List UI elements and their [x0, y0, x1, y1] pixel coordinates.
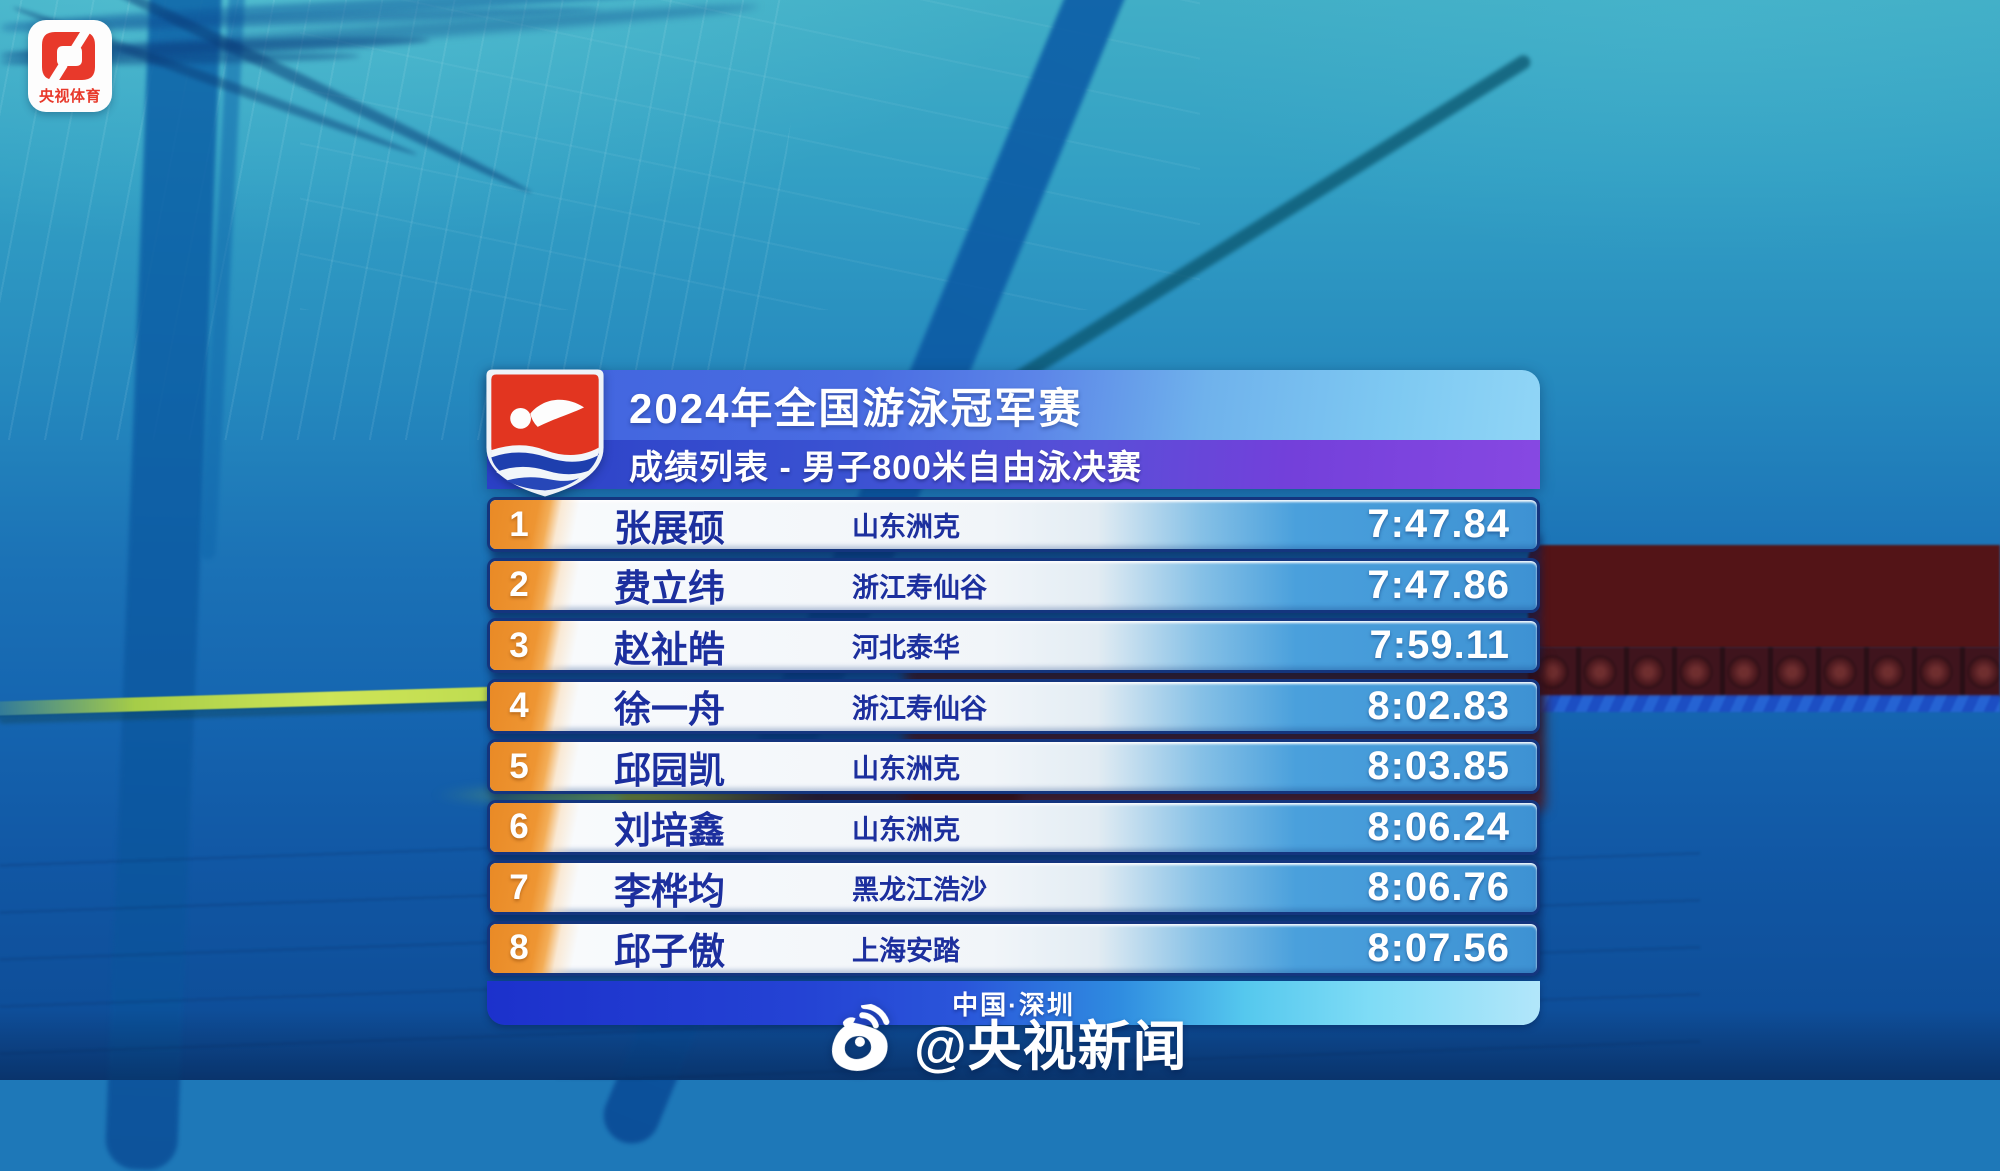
cctv-sports-logo-icon	[42, 28, 95, 84]
rank-number: 4	[509, 686, 529, 725]
athlete-name: 徐一舟	[614, 689, 725, 730]
rank-number: 2	[509, 565, 529, 604]
rank-number: 8	[509, 928, 529, 967]
rank-number: 5	[509, 746, 529, 786]
rank-number: 1	[509, 504, 529, 544]
rank-badge	[490, 802, 610, 852]
result-time: 8:06.76	[1367, 865, 1510, 909]
team-name: 山东洲克	[852, 512, 960, 542]
cctv-sports-logo-text: 央视体育	[38, 88, 101, 105]
result-row: 7 李桦均 黑龙江浩沙 8:06.76	[487, 860, 1540, 915]
rank-number: 3	[509, 625, 529, 665]
rank-badge	[490, 681, 610, 731]
result-time: 7:47.86	[1367, 562, 1510, 607]
athlete-name: 费立纬	[614, 568, 725, 609]
rank-badge	[490, 621, 610, 670]
athlete-name: 邱园凯	[614, 749, 725, 791]
rank-badge	[490, 560, 610, 610]
athlete-name: 赵祉皓	[614, 628, 725, 670]
subtitle-band: 成绩列表 - 男子800米自由泳决赛	[487, 440, 1540, 489]
title-band: 2024年全国游泳冠军赛	[487, 370, 1540, 440]
blue-lane-rope	[1528, 695, 2000, 712]
athlete-name: 刘培鑫	[614, 810, 725, 851]
team-name: 黑龙江浩沙	[852, 875, 987, 905]
result-time: 8:03.85	[1367, 744, 1510, 788]
result-time: 7:47.84	[1367, 502, 1510, 546]
athlete-name: 李桦均	[614, 870, 725, 912]
weibo-watermark: @央视新闻	[826, 1002, 1188, 1081]
result-row: 8 邱子傲 上海安踏 8:07.56	[487, 920, 1540, 976]
rank-badge	[490, 923, 610, 973]
rank-number: 6	[509, 807, 529, 846]
result-time: 8:07.56	[1367, 925, 1510, 970]
scoreboard-footer: 中国·深圳	[487, 981, 1540, 1025]
team-name: 上海安踏	[852, 935, 960, 966]
rank-badge	[490, 500, 610, 549]
result-row: 1 张展硕 山东洲克 7:47.84	[487, 497, 1540, 552]
rank-number: 7	[509, 867, 529, 907]
red-lane-rope-far	[1528, 647, 2000, 697]
results-rows: 1 张展硕 山东洲克 7:47.84 2 费立纬 浙江寿仙谷 7:47.86 3…	[487, 497, 1540, 981]
result-row: 6 刘培鑫 山东洲克 8:06.24	[487, 799, 1540, 855]
team-name: 河北泰华	[852, 633, 960, 663]
result-time: 8:02.83	[1367, 683, 1510, 728]
event-title: 2024年全国游泳冠军赛	[629, 384, 1083, 432]
result-time: 7:59.11	[1369, 623, 1510, 667]
event-subtitle: 成绩列表 - 男子800米自由泳决赛	[629, 449, 1142, 487]
team-name: 浙江寿仙谷	[852, 693, 987, 724]
result-row: 2 费立纬 浙江寿仙谷 7:47.86	[487, 557, 1540, 613]
team-name: 浙江寿仙谷	[852, 572, 987, 603]
result-row: 3 赵祉皓 河北泰华 7:59.11	[487, 618, 1540, 673]
team-name: 山东洲克	[852, 814, 960, 845]
athlete-name: 张展硕	[614, 507, 725, 549]
weibo-icon	[831, 1002, 890, 1071]
rank-badge	[490, 742, 610, 791]
team-name: 山东洲克	[852, 754, 960, 784]
swimmer-shield-icon	[486, 369, 604, 497]
weibo-handle: @央视新闻	[914, 1017, 1188, 1077]
result-row: 5 邱园凯 山东洲克 8:03.85	[487, 739, 1540, 794]
red-lane-rope	[1528, 545, 2000, 648]
result-time: 8:06.24	[1367, 804, 1510, 849]
result-row: 4 徐一舟 浙江寿仙谷 8:02.83	[487, 678, 1540, 734]
cctv-sports-logo: 央视体育	[28, 20, 112, 112]
event-location: 中国·深圳	[952, 989, 1075, 1020]
rank-badge	[490, 863, 610, 912]
scoreboard-header: 2024年全国游泳冠军赛 成绩列表 - 男子800米自由泳决赛	[486, 369, 1540, 497]
athlete-name: 邱子傲	[614, 931, 725, 972]
